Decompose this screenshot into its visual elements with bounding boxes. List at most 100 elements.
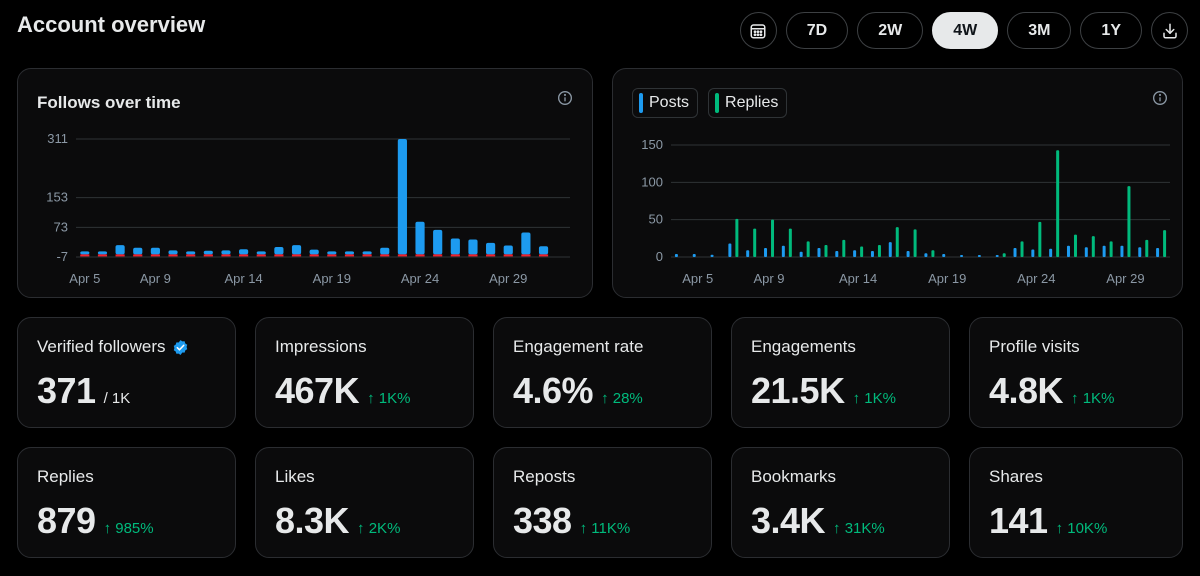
stat-delta: ↑ 985% — [104, 520, 154, 537]
follows-bar — [97, 251, 108, 255]
posts-bar — [692, 254, 696, 257]
unfollows-bar — [380, 254, 390, 257]
legend-posts-label: Posts — [649, 94, 690, 111]
stat-delta: ↑ 31K% — [833, 520, 885, 537]
stat-delta: ↑ 10K% — [1056, 520, 1108, 537]
follows-bar — [168, 250, 178, 255]
range-3m-button[interactable]: 3M — [1007, 12, 1072, 49]
range-2w-button[interactable]: 2W — [857, 12, 924, 49]
download-icon — [1162, 23, 1177, 38]
unfollows-bar — [186, 254, 196, 257]
follows-bar — [538, 246, 549, 255]
unfollows-bar — [327, 254, 337, 257]
posts-bar — [710, 254, 714, 257]
unfollows-bar — [415, 254, 425, 257]
stat-card-profile-visits: Profile visits 4.8K ↑ 1K% — [969, 317, 1183, 428]
replies-bar — [1002, 253, 1006, 257]
posts-bar — [942, 254, 946, 257]
stat-card-engagement-rate: Engagement rate 4.6% ↑ 28% — [493, 317, 712, 428]
x-tick-label: Apr 29 — [489, 271, 527, 286]
stat-sub: / 1K — [103, 390, 131, 407]
replies-bar — [1056, 150, 1060, 257]
follows-bar — [468, 239, 478, 255]
stat-value-row: 879 ↑ 985% — [37, 500, 154, 542]
stat-value: 21.5K — [751, 370, 845, 411]
follows-bar — [133, 247, 143, 255]
stat-value-row: 141 ↑ 10K% — [989, 500, 1107, 542]
unfollows-bar — [239, 254, 249, 257]
stat-label: Shares — [989, 467, 1043, 486]
posts-bar — [781, 245, 785, 257]
legend-replies-label: Replies — [725, 94, 779, 111]
follows-bar — [115, 245, 125, 255]
follows-bar — [521, 232, 531, 255]
stat-label-text: Verified followers — [37, 337, 166, 356]
legend-posts[interactable]: Posts — [632, 88, 699, 118]
unfollows-bar — [203, 254, 213, 257]
unfollows-bar — [221, 254, 231, 257]
posts-bar — [1013, 248, 1017, 257]
arrow-up-icon: ↑ — [1071, 390, 1079, 407]
stat-delta-value: 1K% — [378, 390, 411, 407]
stat-label: Verified followers — [37, 337, 189, 357]
legend-replies[interactable]: Replies — [708, 88, 788, 118]
y-tick-label: 311 — [47, 131, 68, 146]
stat-value-row: 338 ↑ 11K% — [513, 500, 630, 542]
follows-bar — [274, 246, 284, 255]
stat-value: 8.3K — [275, 500, 350, 541]
y-tick-label: 73 — [54, 219, 68, 234]
stat-value: 371 — [37, 370, 96, 411]
follows-chart-card: Follows over time 311 153 73 -7 Apr 5 Apr 9 Ap… — [17, 68, 593, 298]
stat-delta-value: 11K% — [591, 520, 631, 537]
stat-label: Bookmarks — [751, 467, 837, 486]
info-icon[interactable] — [557, 90, 573, 106]
unfollows-bar — [150, 254, 160, 257]
replies-bar — [1163, 230, 1167, 257]
download-button[interactable] — [1151, 12, 1188, 49]
stat-delta: ↑ 1K% — [1071, 390, 1114, 407]
unfollows-bar — [80, 254, 90, 257]
follows-bar — [415, 221, 425, 255]
chart-legend: Posts Replies — [632, 88, 788, 118]
follows-bar — [450, 238, 460, 255]
unfollows-bar — [362, 254, 372, 257]
range-1y-button[interactable]: 1Y — [1080, 12, 1142, 49]
unfollows-bar — [450, 254, 460, 257]
follows-bar — [503, 245, 513, 255]
y-tick-label: -7 — [56, 249, 68, 264]
posts-bar — [746, 250, 750, 257]
info-icon[interactable] — [1152, 90, 1168, 106]
replies-bar — [771, 219, 775, 257]
stat-value-row: 3.4K ↑ 31K% — [751, 500, 885, 542]
x-tick-label: Apr 14 — [224, 271, 262, 286]
unfollows-bar — [291, 254, 302, 257]
stat-label: Replies — [37, 467, 94, 486]
range-4w-button[interactable]: 4W — [932, 12, 999, 49]
x-tick-label: Apr 5 — [69, 271, 100, 286]
calendar-icon — [750, 23, 766, 38]
unfollows-bar — [503, 254, 513, 257]
arrow-up-icon: ↑ — [852, 390, 861, 407]
x-tick-label: Apr 29 — [1106, 271, 1144, 286]
posts-bar — [1084, 247, 1088, 257]
replies-bar — [788, 228, 792, 257]
stat-delta: ↑ 2K% — [357, 520, 400, 537]
stat-value-row: 8.3K ↑ 2K% — [275, 500, 400, 542]
calendar-button[interactable] — [739, 12, 777, 49]
stat-delta-value: 1K% — [864, 390, 896, 407]
posts-bar — [835, 251, 839, 257]
unfollows-bar — [97, 254, 108, 257]
follows-bar — [344, 251, 355, 255]
follows-bar — [221, 250, 231, 255]
range-7d-button[interactable]: 7D — [785, 12, 849, 49]
replies-bar — [895, 227, 899, 257]
unfollows-bar — [309, 254, 319, 257]
x-tick-label: Apr 24 — [1017, 271, 1055, 286]
unfollows-bar — [168, 254, 178, 257]
y-tick-label: 153 — [46, 190, 68, 205]
replies-bar — [860, 246, 864, 257]
arrow-up-icon: ↑ — [103, 520, 112, 537]
replies-bar — [1038, 221, 1042, 257]
follows-bar — [239, 249, 249, 255]
